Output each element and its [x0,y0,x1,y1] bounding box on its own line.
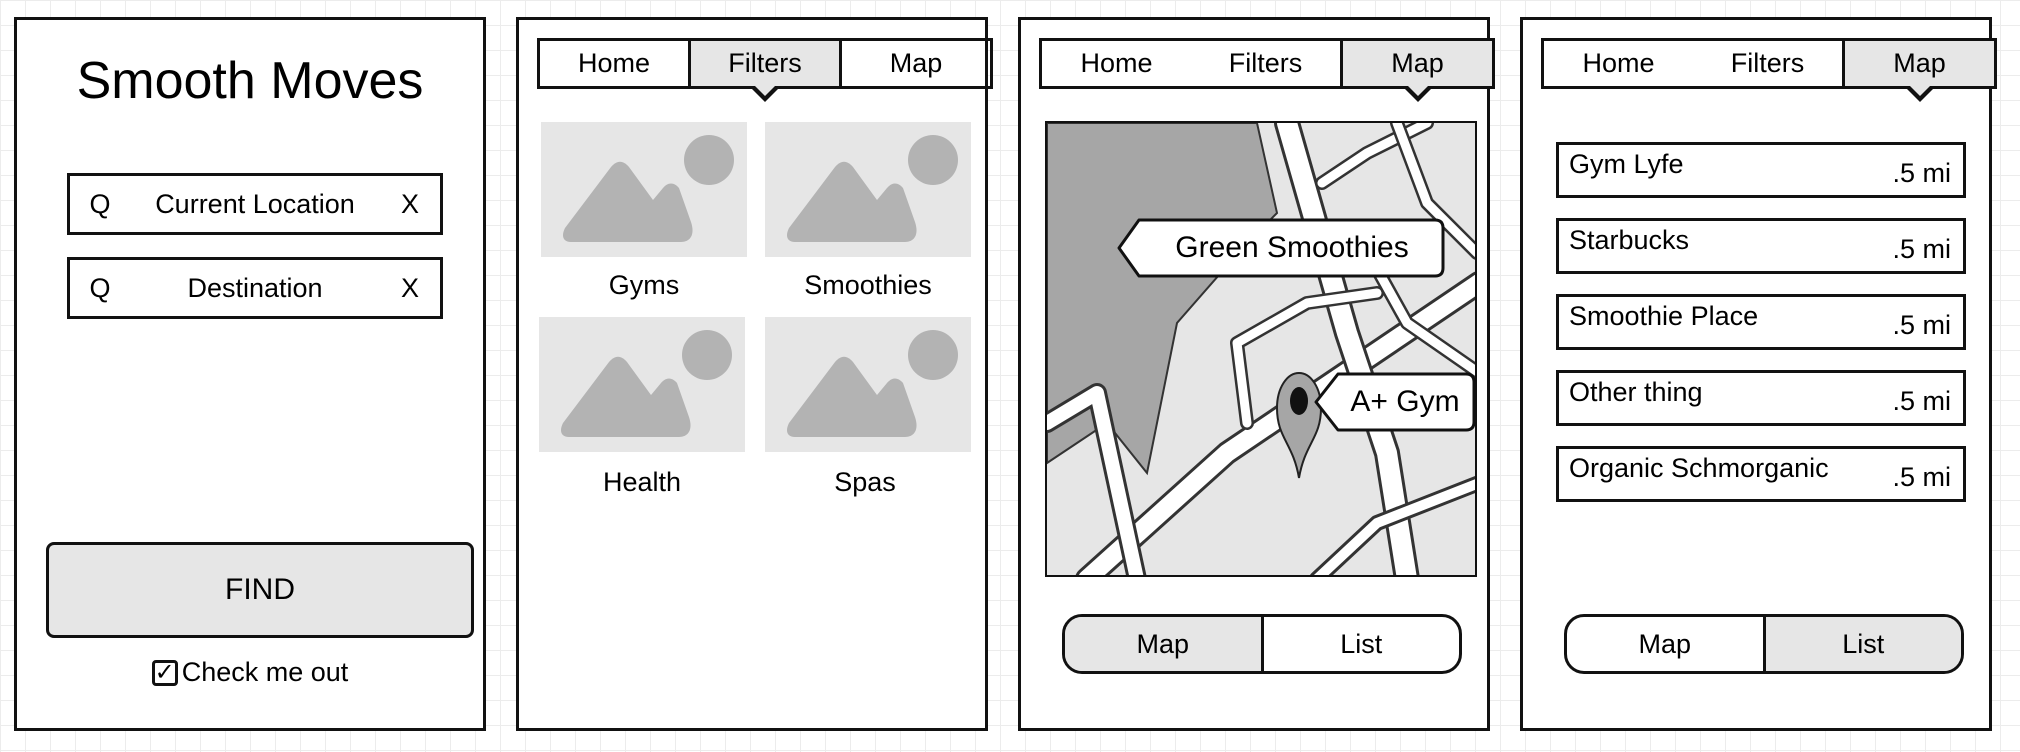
image-placeholder-icon [563,135,734,242]
result-distance: .5 mi [1892,461,1951,492]
tab-home[interactable]: Home [1080,48,1153,78]
a-plus-gym-callout[interactable]: A+ Gym [1314,372,1476,432]
map-list-toggle: Map List [1062,614,1462,674]
checkbox-label: Check me out [181,657,349,687]
current-location-input[interactable]: Current Location [155,188,355,219]
smoothies-tile-image[interactable] [765,122,971,257]
clear-current-location-button[interactable]: X [400,188,419,219]
result-name: Other thing [1569,377,1703,407]
result-name: Smoothie Place [1569,301,1759,331]
map-view[interactable] [1045,121,1477,577]
screen-home: Smooth Moves Q Current Location X Q Dest… [14,17,486,731]
screen-list: Home Filters Map Gym Lyfe .5 mi Starbuck… [1520,17,1997,731]
tab-map-label: Map [1391,48,1444,78]
check-me-out-checkbox[interactable]: ✓ Check me out [17,657,483,688]
health-tile-image[interactable] [539,317,745,452]
map-canvas [1047,123,1475,575]
result-distance: .5 mi [1892,385,1951,416]
spas-tile-image[interactable] [765,317,971,452]
image-placeholder-icon [787,135,958,242]
screen-map: Home Filters Map [1018,17,1495,731]
tab-home[interactable]: Home [577,48,651,78]
tab-map[interactable]: Map [1842,41,1994,102]
clear-destination-button[interactable]: X [400,272,419,303]
callout-shape [1314,372,1476,432]
result-name: Starbucks [1569,225,1690,255]
active-tab-pointer [1903,84,1936,102]
map-toggle-option[interactable]: Map [1065,617,1261,671]
map-toggle-option[interactable]: Map [1638,628,1692,659]
green-smoothies-callout[interactable]: Green Smoothies [1117,218,1445,278]
result-name: Gym Lyfe [1569,149,1684,179]
result-distance: .5 mi [1892,233,1951,264]
tab-filters[interactable]: Filters [1730,48,1805,78]
image-placeholder-icon [787,330,958,437]
image-placeholder-icon [561,330,732,437]
health-label: Health [602,467,682,497]
tab-filters[interactable]: Filters [1228,48,1303,78]
spas-label: Spas [834,467,896,497]
destination-input[interactable]: Destination [187,272,323,303]
tab-bar: Home Filters Map [537,38,993,102]
list-toggle-option[interactable]: List [1762,617,1961,671]
map-pin-icon [1275,371,1323,479]
result-distance: .5 mi [1892,157,1951,188]
green-smoothies-label: Green Smoothies [1175,231,1409,264]
a-plus-gym-label: A+ Gym [1350,385,1460,418]
result-name: Organic Schmorganic [1569,453,1829,483]
tab-map-label: Map [1893,48,1946,78]
destination-field[interactable]: Q Destination X [67,257,443,319]
result-row[interactable]: Organic Schmorganic .5 mi [1556,446,1966,502]
tab-home[interactable]: Home [1582,48,1655,78]
result-row[interactable]: Starbucks .5 mi [1556,218,1966,274]
app-title: Smooth Moves [76,52,424,110]
callout-shape [1117,218,1445,278]
list-toggle-option[interactable]: List [1260,617,1460,671]
find-button[interactable]: FIND [46,542,474,638]
result-distance: .5 mi [1892,309,1951,340]
gyms-label: Gyms [608,270,680,300]
tab-map[interactable]: Map [839,41,990,86]
active-tab-pointer [749,84,781,102]
tab-map[interactable]: Map [1340,41,1492,102]
tab-bar: Home Filters Map [1039,38,1495,102]
result-row[interactable]: Gym Lyfe .5 mi [1556,142,1966,198]
map-list-toggle: Map List [1564,614,1964,674]
active-tab-pointer [1401,84,1434,102]
search-icon: Q [89,188,111,219]
tab-filters[interactable]: Filters [688,41,839,102]
tab-filters-label: Filters [728,48,802,78]
current-location-field[interactable]: Q Current Location X [67,173,443,235]
checkbox-icon[interactable]: ✓ [151,659,178,686]
result-row[interactable]: Other thing .5 mi [1556,370,1966,426]
search-icon: Q [89,272,111,303]
screen-filters: Home Filters Map Gyms Smoothies Health [516,17,993,731]
tab-bar: Home Filters Map [1541,38,1997,102]
smoothies-label: Smoothies [804,270,932,300]
result-row[interactable]: Smoothie Place .5 mi [1556,294,1966,350]
gyms-tile-image[interactable] [541,122,747,257]
